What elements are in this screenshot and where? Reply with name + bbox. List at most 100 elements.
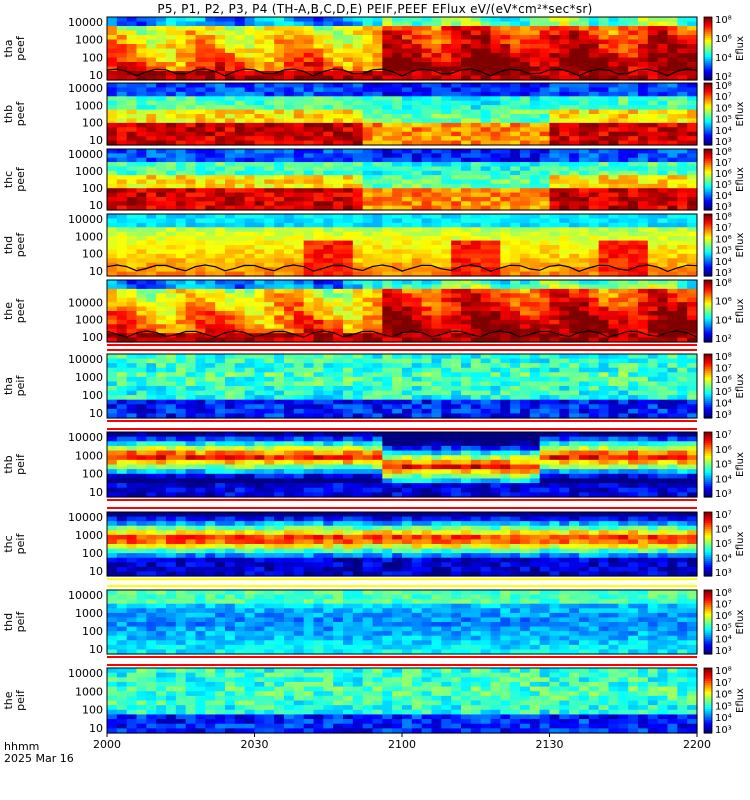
heatmap-cell	[215, 306, 226, 312]
heatmap-cell	[608, 253, 619, 259]
heatmap-cell	[116, 91, 128, 97]
heatmap-cell	[500, 192, 511, 198]
heatmap-cell	[529, 114, 541, 120]
heatmap-cell	[264, 75, 275, 81]
heatmap-cell	[461, 57, 472, 63]
heatmap-cell	[284, 376, 295, 383]
heatmap-cell	[126, 218, 138, 224]
heatmap-cell	[421, 21, 433, 27]
heatmap-cell	[293, 62, 305, 68]
heatmap-cell	[559, 114, 570, 120]
heatmap-cell	[382, 258, 393, 264]
heatmap-cell	[461, 315, 472, 321]
heatmap-cell	[441, 280, 452, 286]
heatmap-cell	[352, 258, 364, 264]
heatmap-cell	[529, 231, 541, 237]
heatmap-cell	[667, 39, 678, 45]
heatmap-cell	[254, 231, 265, 237]
heatmap-cell	[510, 280, 521, 286]
heatmap-cell	[333, 324, 344, 330]
heatmap-cell	[156, 109, 167, 115]
heatmap-cell	[451, 62, 462, 68]
heatmap-cell	[549, 236, 560, 242]
heatmap-cell	[431, 66, 442, 72]
heatmap-cell	[529, 245, 541, 251]
heatmap-cell	[323, 386, 334, 392]
heatmap-cell	[116, 240, 128, 246]
heatmap-cell	[372, 196, 383, 202]
heatmap-cell	[628, 253, 639, 259]
heatmap-cell	[529, 214, 541, 220]
heatmap-cell	[470, 328, 482, 334]
heatmap-cell	[264, 302, 275, 308]
heatmap-cell	[598, 127, 610, 133]
heatmap-cell	[677, 183, 688, 189]
heatmap-cell	[126, 157, 138, 163]
heatmap-cell	[136, 136, 147, 142]
heatmap-cell	[657, 175, 669, 181]
heatmap-cell	[352, 367, 364, 373]
heatmap-cell	[313, 386, 324, 392]
heatmap-cell	[274, 66, 285, 72]
heatmap-cell	[175, 258, 187, 264]
heatmap-cell	[687, 140, 698, 146]
heatmap-cell	[205, 302, 216, 308]
heatmap-cell	[264, 183, 275, 189]
heatmap-cell	[136, 363, 147, 369]
heatmap-cell	[225, 175, 236, 181]
colorbar-step	[704, 298, 712, 302]
heatmap-cell	[264, 127, 275, 133]
heatmap-cell	[588, 249, 600, 255]
heatmap-cell	[549, 162, 560, 168]
heatmap-cell	[274, 100, 285, 106]
heatmap-cell	[411, 96, 423, 102]
heatmap-cell	[372, 188, 383, 194]
heatmap-cell	[352, 162, 364, 168]
heatmap-cell	[500, 354, 511, 360]
heatmap-cell	[549, 271, 560, 277]
heatmap-cell	[313, 315, 324, 321]
heatmap-cell	[579, 109, 590, 115]
heatmap-cell	[156, 105, 167, 111]
heatmap-cell	[264, 315, 275, 321]
heatmap-cell	[628, 170, 639, 176]
heatmap-cell	[618, 196, 629, 202]
colorbar-step	[704, 44, 712, 47]
heatmap-cell	[215, 205, 226, 211]
heatmap-cell	[107, 17, 118, 23]
heatmap-cell	[647, 83, 659, 89]
colorbar-step	[704, 224, 712, 227]
heatmap-cell	[638, 271, 649, 277]
heatmap-cell	[274, 91, 285, 97]
heatmap-cell	[667, 311, 678, 317]
heatmap-cell	[185, 253, 197, 259]
heatmap-cell	[185, 227, 197, 233]
heatmap-cell	[264, 258, 275, 264]
heatmap-cell	[274, 157, 285, 163]
heatmap-cell	[677, 311, 688, 317]
heatmap-cell	[490, 395, 501, 401]
heatmap-cell	[372, 240, 383, 246]
heatmap-cell	[451, 44, 462, 50]
heatmap-cell	[362, 376, 374, 383]
heatmap-cell	[579, 75, 590, 81]
heatmap-cell	[185, 271, 197, 277]
heatmap-cell	[323, 253, 334, 259]
heatmap-cell	[136, 153, 147, 159]
heatmap-cell	[529, 262, 541, 268]
heatmap-cell	[284, 293, 295, 299]
heatmap-cell	[431, 201, 442, 207]
heatmap-cell	[411, 35, 423, 41]
heatmap-cell	[293, 311, 305, 317]
heatmap-cell	[411, 218, 423, 224]
heatmap-cell	[234, 249, 246, 255]
heatmap-cell	[175, 53, 187, 59]
heatmap-cell	[293, 231, 305, 237]
heatmap-cell	[510, 192, 521, 198]
heatmap-cell	[539, 271, 551, 277]
heatmap-cell	[166, 324, 177, 330]
heatmap-cell	[520, 271, 531, 277]
heatmap-cell	[284, 30, 295, 36]
heatmap-cell	[303, 91, 315, 97]
heatmap-cell	[382, 188, 393, 194]
